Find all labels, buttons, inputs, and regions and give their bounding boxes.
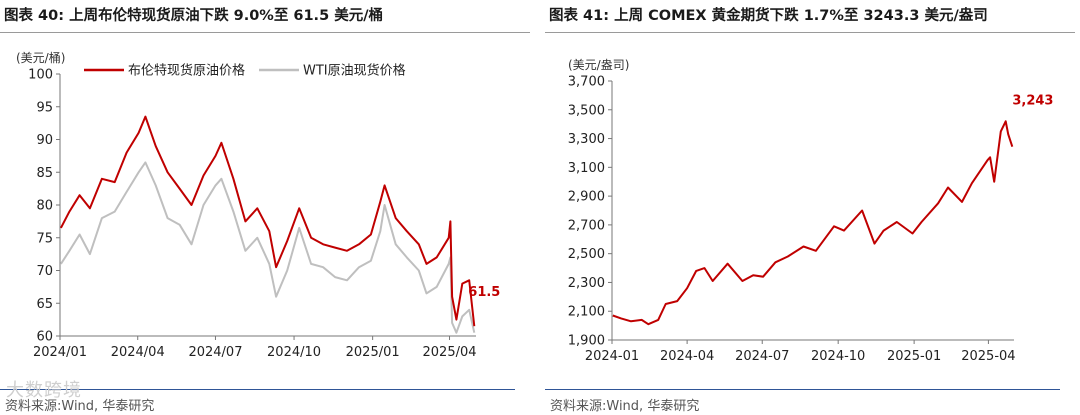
figure-title: 图表 40: 上周布伦特现货原油下跌 9.0%至 61.5 美元/桶 — [4, 8, 384, 24]
source-note: 资料来源:Wind, 华泰研究 — [550, 399, 700, 414]
x-tick-label: 2025-01 — [887, 349, 941, 364]
figure-title: 图表 41: 上周 COMEX 黄金期货下跌 1.7%至 3243.3 美元/盎… — [549, 8, 988, 24]
y-unit-label: (美元/盎司) — [568, 58, 629, 72]
y-tick-label: 2,700 — [568, 218, 605, 233]
x-tick-label: 2024-04 — [660, 349, 714, 364]
y-tick-label: 65 — [36, 297, 53, 312]
title-divider — [0, 32, 530, 33]
y-tick-label: 3,300 — [568, 132, 605, 147]
series-line-2 — [60, 161, 476, 334]
y-tick-label: 2,300 — [568, 276, 605, 291]
x-tick-label: 2024/07 — [188, 345, 242, 360]
title-divider — [545, 32, 1075, 33]
y-tick-label: 95 — [36, 100, 53, 115]
watermark-logo: 大数跨境 — [6, 380, 82, 401]
x-tick-label: 2024-01 — [585, 349, 639, 364]
x-tick-label: 2025/04 — [423, 345, 477, 360]
y-unit-label: (美元/桶) — [16, 50, 65, 65]
y-tick-label: 75 — [36, 231, 53, 246]
brent-wti-chart: (美元/桶) 60 65 70 75 80 85 90 95 100 2024/01 2024/04 2… — [16, 50, 500, 360]
x-tick-label: 2025-04 — [961, 349, 1015, 364]
y-tick-label: 70 — [36, 264, 53, 279]
x-tick-label: 2024/10 — [267, 345, 321, 360]
end-value-label: 3,243 — [1012, 94, 1053, 109]
bottom-divider — [0, 389, 515, 390]
y-tick-label: 3,500 — [568, 103, 605, 118]
y-tick-label: 80 — [36, 199, 53, 214]
y-tick-label: 60 — [36, 330, 53, 345]
legend-label-1: 布伦特现货原油价格 — [128, 63, 245, 79]
series-line-1 — [60, 115, 476, 327]
y-tick-label: 2,100 — [568, 305, 605, 320]
y-tick-label: 2,900 — [568, 190, 605, 205]
y-tick-label: 2,500 — [568, 247, 605, 262]
bottom-divider — [545, 389, 1060, 390]
right-figure-panel: 图表 41: 上周 COMEX 黄金期货下跌 1.7%至 3243.3 美元/盎… — [545, 0, 1080, 415]
left-figure-panel: 图表 40: 上周布伦特现货原油下跌 9.0%至 61.5 美元/桶 (美元/桶… — [0, 0, 535, 415]
x-tick-label: 2024/04 — [111, 345, 165, 360]
legend-label-2: WTI原油现货价格 — [303, 63, 406, 79]
x-tick-label: 2024-07 — [735, 349, 789, 364]
y-tick-label: 85 — [36, 166, 53, 181]
y-tick-label: 1,900 — [568, 334, 605, 349]
series-line-1 — [612, 120, 1014, 326]
end-value-label: 61.5 — [468, 285, 500, 300]
source-note: 资料来源:Wind, 华泰研究 — [5, 399, 155, 414]
comex-gold-chart: (美元/盎司) 1,900 2,100 2,300 2,500 2,700 2,900 3,1… — [568, 58, 1054, 364]
x-tick-label: 2025/01 — [346, 345, 400, 360]
y-tick-label: 3,100 — [568, 161, 605, 176]
y-tick-label: 100 — [28, 68, 53, 83]
x-tick-label: 2024/01 — [33, 345, 87, 360]
y-tick-label: 3,700 — [568, 75, 605, 90]
y-tick-label: 90 — [36, 133, 53, 148]
x-tick-label: 2024-10 — [811, 349, 865, 364]
